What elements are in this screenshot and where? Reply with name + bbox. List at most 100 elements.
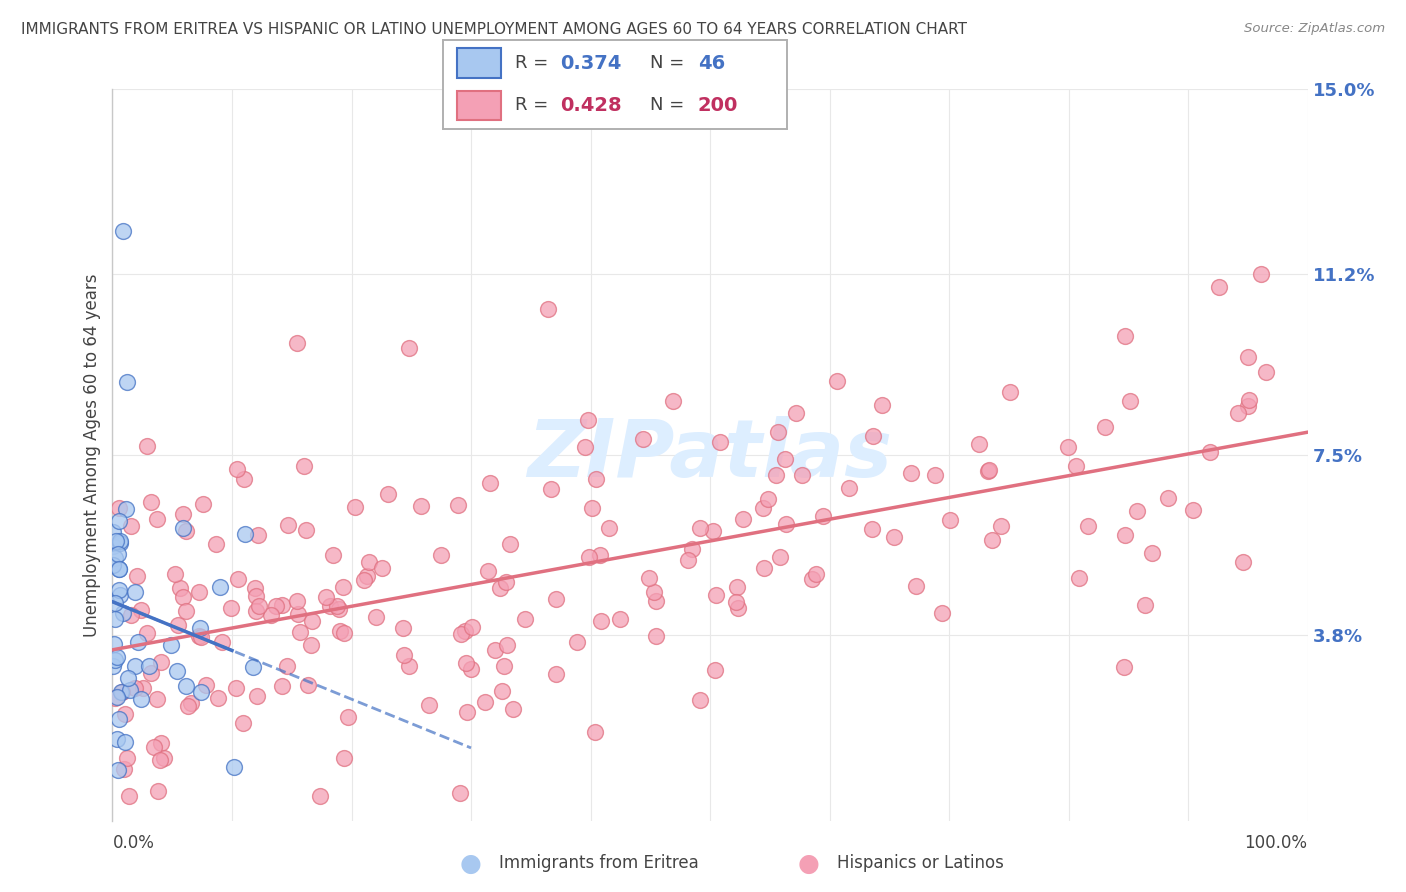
Point — [756, 492, 779, 507]
Point — [110, 685, 132, 699]
Text: 100.0%: 100.0% — [1244, 834, 1308, 852]
Point — [1126, 504, 1149, 518]
Point — [224, 760, 246, 774]
Point — [174, 524, 197, 538]
Point — [1114, 660, 1136, 674]
Point — [104, 534, 127, 549]
Point — [643, 585, 665, 599]
Point — [484, 643, 506, 657]
Point — [118, 683, 141, 698]
Point — [226, 462, 249, 476]
Point — [190, 685, 212, 699]
Point — [270, 679, 292, 693]
Point — [108, 534, 131, 549]
Point — [775, 451, 797, 466]
Point — [233, 526, 256, 541]
Point — [609, 612, 631, 626]
Point — [114, 501, 136, 516]
Point — [872, 398, 894, 412]
Point — [1157, 491, 1180, 505]
Text: IMMIGRANTS FROM ERITREA VS HISPANIC OR LATINO UNEMPLOYMENT AMONG AGES 60 TO 64 Y: IMMIGRANTS FROM ERITREA VS HISPANIC OR L… — [21, 22, 967, 37]
Point — [146, 511, 169, 525]
Point — [479, 475, 502, 490]
Point — [429, 548, 451, 562]
Point — [315, 591, 337, 605]
Point — [585, 472, 607, 486]
Point — [499, 537, 522, 551]
Point — [146, 783, 169, 797]
Point — [883, 530, 905, 544]
Point — [477, 564, 499, 578]
Text: N =: N = — [650, 54, 683, 72]
Point — [1232, 555, 1254, 569]
Point — [150, 655, 173, 669]
Text: Hispanics or Latinos: Hispanics or Latinos — [837, 855, 1004, 872]
Point — [502, 702, 524, 716]
Point — [1114, 329, 1136, 343]
Point — [392, 621, 415, 635]
Point — [1114, 528, 1136, 542]
Text: 0.428: 0.428 — [560, 95, 621, 115]
Point — [187, 584, 209, 599]
Point — [107, 547, 129, 561]
Point — [195, 678, 218, 692]
Point — [247, 599, 270, 614]
Point — [1094, 420, 1116, 434]
Point — [247, 527, 270, 541]
Point — [838, 481, 860, 495]
Point — [1237, 392, 1260, 407]
Point — [785, 406, 807, 420]
Point — [172, 508, 194, 522]
Text: 46: 46 — [697, 54, 725, 73]
Point — [860, 522, 883, 536]
Point — [167, 617, 190, 632]
Point — [588, 548, 610, 562]
Point — [544, 667, 567, 681]
Point — [207, 691, 229, 706]
Text: ●: ● — [460, 852, 482, 875]
Point — [1256, 365, 1278, 379]
Text: 0.374: 0.374 — [560, 54, 621, 73]
Point — [727, 601, 749, 615]
Point — [638, 570, 661, 584]
Point — [138, 659, 160, 673]
Point — [704, 589, 727, 603]
Point — [153, 751, 176, 765]
Point — [998, 384, 1021, 399]
Point — [515, 612, 537, 626]
Point — [308, 789, 330, 804]
Point — [578, 550, 600, 565]
Point — [491, 684, 513, 698]
Point — [205, 537, 228, 551]
Point — [398, 341, 420, 355]
Point — [232, 472, 254, 486]
Text: Immigrants from Eritrea: Immigrants from Eritrea — [499, 855, 699, 872]
Point — [143, 739, 166, 754]
Point — [169, 582, 191, 596]
Point — [356, 569, 378, 583]
Point — [1069, 571, 1091, 585]
Point — [104, 691, 127, 706]
Point — [825, 374, 848, 388]
Point — [301, 614, 323, 628]
Point — [124, 681, 146, 696]
Point — [676, 553, 699, 567]
Point — [127, 635, 149, 649]
Point — [775, 516, 797, 531]
Point — [495, 574, 517, 589]
Point — [1227, 406, 1250, 420]
Point — [766, 425, 789, 440]
Point — [800, 572, 823, 586]
Point — [190, 630, 212, 644]
Point — [104, 551, 127, 566]
Point — [359, 555, 381, 569]
Point — [461, 620, 484, 634]
Text: 0.0%: 0.0% — [112, 834, 155, 852]
Point — [990, 518, 1012, 533]
Point — [294, 458, 316, 473]
Point — [353, 573, 375, 587]
Point — [135, 439, 157, 453]
Point — [299, 638, 322, 652]
Point — [115, 375, 138, 389]
Point — [211, 634, 233, 648]
